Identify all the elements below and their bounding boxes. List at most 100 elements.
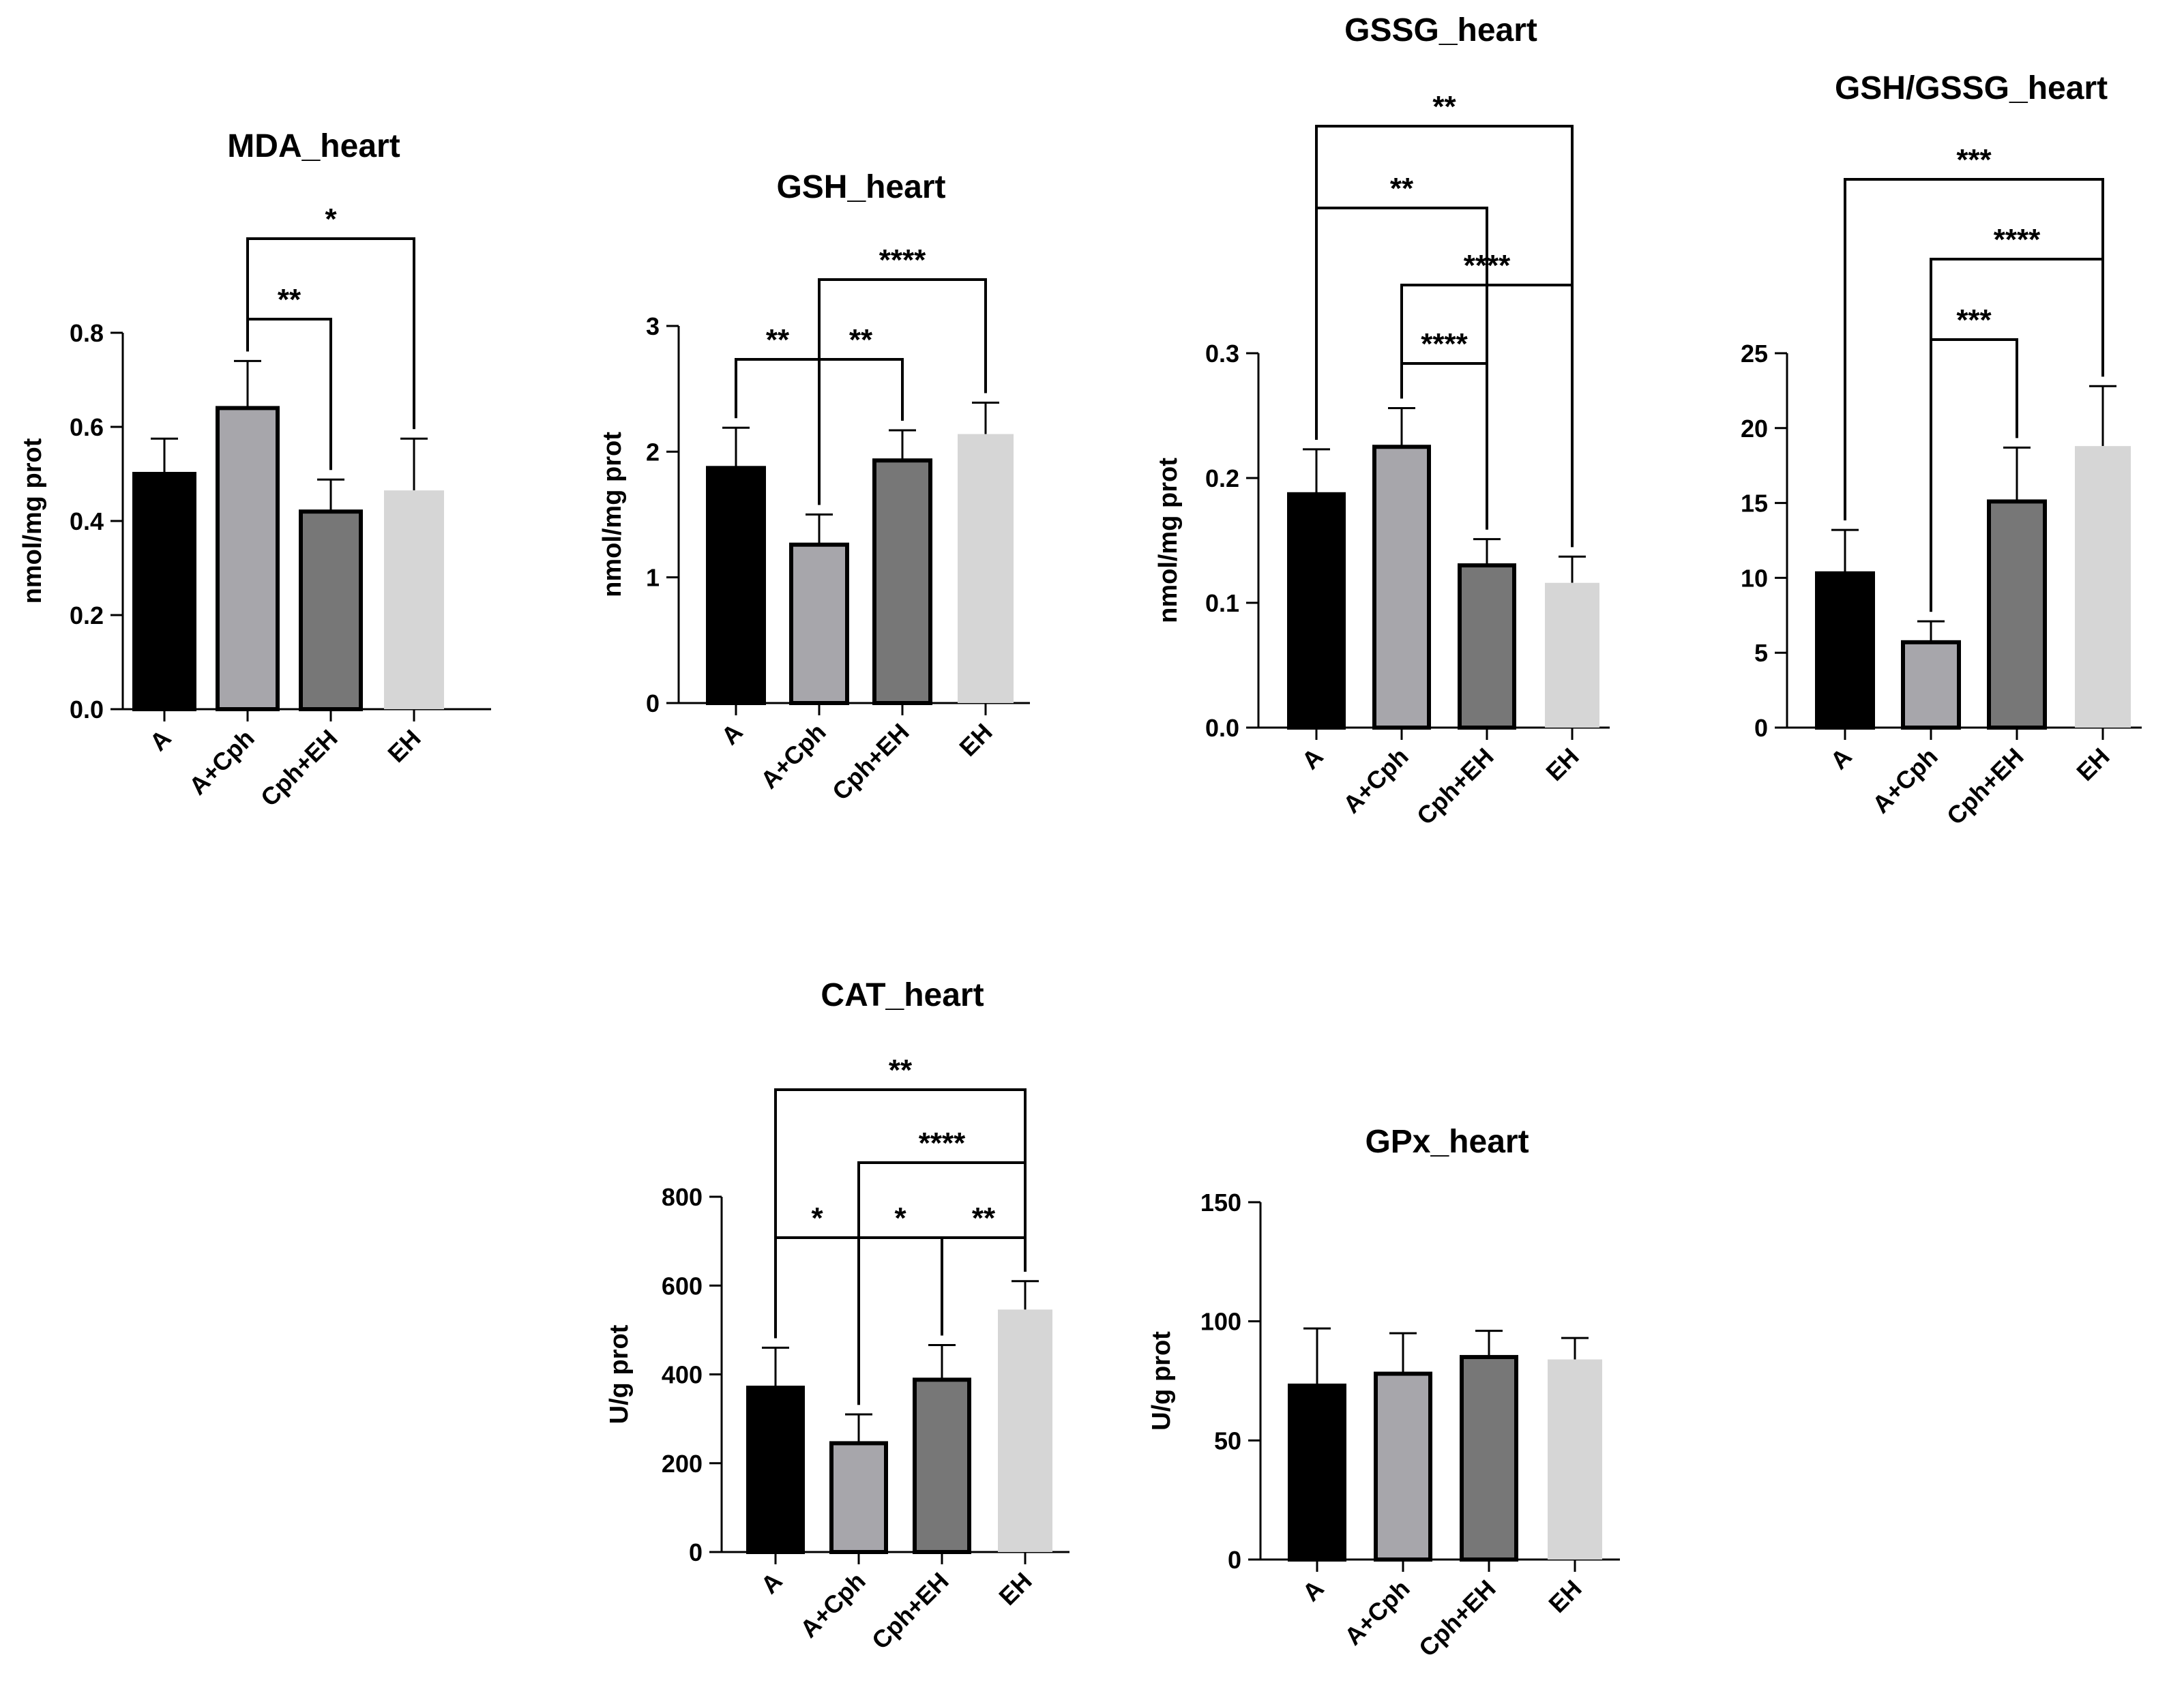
bar-A+Cph <box>1901 640 1961 730</box>
bar-A <box>1288 1383 1346 1562</box>
y-axis-label: U/g prot <box>605 1324 634 1424</box>
y-tick-label: 0.2 <box>70 601 104 629</box>
bar-Cph+EH <box>872 458 932 706</box>
y-tick-label: 0 <box>1228 1546 1241 1574</box>
y-tick-label: 0.8 <box>70 319 104 347</box>
significance-label: ** <box>889 1054 913 1087</box>
x-tick-label: Cph+EH <box>1941 743 2029 831</box>
significance-label: ** <box>278 283 301 316</box>
y-tick-label: 100 <box>1200 1308 1241 1336</box>
x-tick-label: EH <box>1540 743 1584 786</box>
y-tick-label: 15 <box>1741 490 1768 518</box>
significance-label: **** <box>919 1127 966 1160</box>
bar-A+Cph <box>789 542 849 705</box>
x-tick-label: EH <box>954 718 997 762</box>
significance-label: * <box>811 1202 823 1235</box>
chart-title: CAT_heart <box>821 977 984 1013</box>
significance-label: **** <box>1994 223 2041 256</box>
significance-label: * <box>325 203 337 236</box>
bar-Cph+EH <box>913 1377 971 1554</box>
chart-title: GSH/GSSG_heart <box>1835 70 2108 106</box>
x-tick-label: Cph+EH <box>1411 743 1499 831</box>
x-tick-label: EH <box>1543 1575 1587 1618</box>
bar-A <box>1287 492 1346 730</box>
significance-label: **** <box>879 243 926 277</box>
bar-Cph+EH <box>1987 499 2047 730</box>
bar-Cph+EH <box>299 509 363 711</box>
bar-EH <box>998 1309 1052 1552</box>
significance-bracket <box>774 1088 1027 1339</box>
chart-panel-5: CAT_heart U/g prot 0 200 400 600 800 A A+CphCph+… <box>605 977 1069 1654</box>
y-tick-label: 0.0 <box>1205 714 1239 742</box>
y-tick-label: 20 <box>1741 415 1768 443</box>
bar-EH <box>384 490 444 709</box>
significance-bracket <box>818 278 987 505</box>
x-tick-label: A <box>755 1567 787 1599</box>
significance-label: **** <box>1421 327 1468 361</box>
x-tick-label: A <box>1825 743 1857 775</box>
chart-panel-1: MDA_heart nmol/mg prot 0.0 0.2 0.4 0.6 0.8 A A+C… <box>18 128 491 811</box>
x-tick-label: A+Cph <box>1339 1575 1415 1651</box>
y-tick-label: 0.2 <box>1205 464 1239 492</box>
significance-label: ** <box>1390 172 1414 205</box>
y-axis-label: nmol/mg prot <box>18 438 47 603</box>
y-tick-label: 0.6 <box>70 413 104 441</box>
y-axis-label: nmol/mg prot <box>1154 458 1183 623</box>
bar-A <box>132 472 196 711</box>
y-tick-label: 50 <box>1214 1427 1241 1455</box>
y-tick-label: 400 <box>662 1361 703 1389</box>
bar-EH <box>1548 1359 1602 1560</box>
bar-Cph+EH <box>1460 1355 1518 1562</box>
significance-bracket <box>246 237 415 430</box>
y-axis-label: nmol/mg prot <box>598 432 627 597</box>
significance-label: *** <box>1956 303 1992 337</box>
significance-label: ** <box>766 323 790 357</box>
chart-title: MDA_heart <box>227 128 400 164</box>
x-tick-label: A+Cph <box>1338 743 1414 819</box>
y-tick-label: 25 <box>1741 340 1768 368</box>
x-tick-label: A <box>1296 743 1328 775</box>
significance-label: ** <box>849 323 873 357</box>
y-tick-label: 0 <box>646 689 660 717</box>
y-tick-label: 0 <box>689 1538 703 1566</box>
bar-A <box>1815 571 1875 730</box>
y-tick-label: 3 <box>646 312 660 340</box>
y-tick-label: 0.4 <box>70 507 104 535</box>
x-tick-label: EH <box>382 724 426 768</box>
y-tick-label: 600 <box>662 1272 703 1300</box>
y-tick-label: 200 <box>662 1450 703 1478</box>
x-tick-label: A+Cph <box>795 1567 871 1643</box>
chart-title: GPx_heart <box>1365 1124 1529 1160</box>
x-tick-label: A <box>1297 1575 1329 1607</box>
bar-A <box>706 466 766 706</box>
significance-label: ** <box>1432 90 1456 123</box>
y-tick-label: 150 <box>1200 1189 1241 1217</box>
chart-panel-3: GSSG_heart nmol/mg prot 0.0 0.1 0.2 0.3 A A+Cph… <box>1154 12 1610 830</box>
bar-EH <box>958 434 1014 703</box>
y-tick-label: 1 <box>646 564 660 592</box>
significance-bracket <box>1315 125 1574 548</box>
y-tick-label: 5 <box>1754 639 1768 667</box>
y-tick-label: 800 <box>662 1183 703 1211</box>
x-tick-label: A+Cph <box>1867 743 1943 819</box>
y-tick-label: 10 <box>1741 564 1768 592</box>
significance-label: *** <box>1956 143 1992 177</box>
y-tick-label: 2 <box>646 438 660 466</box>
y-axis-label: U/g prot <box>1147 1331 1176 1431</box>
bar-EH <box>1545 582 1599 728</box>
x-tick-label: Cph+EH <box>1413 1575 1501 1662</box>
x-tick-label: A+Cph <box>755 718 831 794</box>
significance-bracket <box>1844 178 2104 521</box>
x-tick-label: Cph+EH <box>866 1567 954 1655</box>
bar-A+Cph <box>829 1441 888 1555</box>
y-tick-label: 0.3 <box>1205 340 1239 368</box>
x-tick-label: A+Cph <box>183 724 260 801</box>
bar-A+Cph <box>1372 445 1431 730</box>
x-tick-label: Cph+EH <box>827 718 915 806</box>
bar-A+Cph <box>1374 1371 1432 1562</box>
significance-label: * <box>894 1202 906 1235</box>
